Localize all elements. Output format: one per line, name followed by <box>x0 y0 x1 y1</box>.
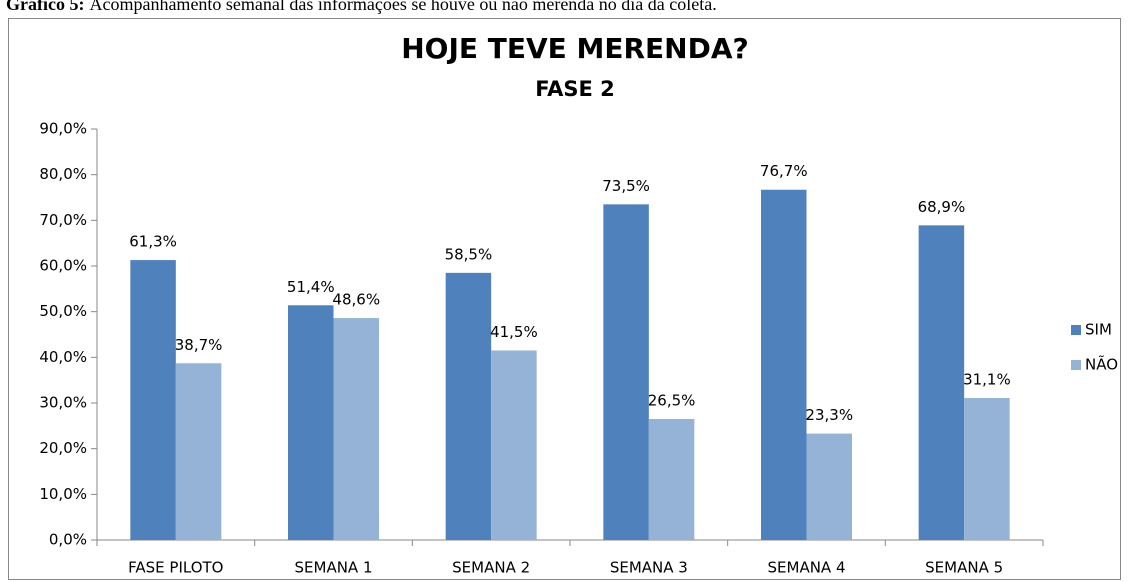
x-tick-label: SEMANA 2 <box>452 559 530 577</box>
bar <box>130 260 176 540</box>
bar <box>491 350 537 540</box>
bar <box>964 397 1010 540</box>
y-tick-label: 10,0% <box>39 485 87 503</box>
legend-label: SIM <box>1085 321 1112 339</box>
y-tick-label: 20,0% <box>39 439 87 457</box>
bar <box>761 189 807 540</box>
y-tick-label: 80,0% <box>39 165 87 183</box>
legend-swatch <box>1071 360 1081 370</box>
bar <box>603 204 649 540</box>
y-tick-label: 90,0% <box>39 120 87 138</box>
bar <box>918 225 965 540</box>
data-label: 73,5% <box>602 177 650 195</box>
legend-swatch <box>1071 325 1081 335</box>
y-tick-label: 30,0% <box>39 394 87 412</box>
chart-subtitle: FASE 2 <box>535 77 615 101</box>
caption: Gráfico 5: Acompanhamento semanal das inf… <box>6 0 717 14</box>
bar <box>648 418 695 540</box>
bar <box>333 318 379 540</box>
chart-title: HOJE TEVE MERENDA? <box>401 32 749 65</box>
data-label: 38,7% <box>175 336 223 354</box>
data-label: 68,9% <box>918 198 966 216</box>
data-label: 76,7% <box>760 162 808 180</box>
x-tick-label: SEMANA 5 <box>925 559 1003 577</box>
legend-label: NÃO <box>1085 355 1118 374</box>
y-tick-label: 50,0% <box>39 302 87 320</box>
x-tick-label: SEMANA 3 <box>610 559 688 577</box>
bar <box>445 272 492 540</box>
bar <box>288 305 334 540</box>
caption-text: Acompanhamento semanal das informações s… <box>89 0 716 14</box>
chart-border <box>8 18 1121 580</box>
x-tick-label: FASE PILOTO <box>128 559 223 577</box>
y-tick-label: 60,0% <box>39 257 87 275</box>
data-label: 48,6% <box>332 291 380 309</box>
data-label: 51,4% <box>287 278 335 296</box>
x-tick-label: SEMANA 1 <box>295 559 373 577</box>
y-tick-label: 70,0% <box>39 211 87 229</box>
data-label: 31,1% <box>963 370 1011 388</box>
data-label: 41,5% <box>490 323 538 341</box>
y-tick-label: 0,0% <box>49 531 87 549</box>
y-tick-label: 40,0% <box>39 348 87 366</box>
bar <box>806 433 852 540</box>
data-label: 26,5% <box>648 391 696 409</box>
data-label: 23,3% <box>805 406 853 424</box>
data-label: 58,5% <box>445 245 493 263</box>
x-tick-label: SEMANA 4 <box>768 559 846 577</box>
caption-label: Gráfico 5: <box>6 0 84 14</box>
data-label: 61,3% <box>129 233 177 251</box>
bar <box>175 363 222 540</box>
